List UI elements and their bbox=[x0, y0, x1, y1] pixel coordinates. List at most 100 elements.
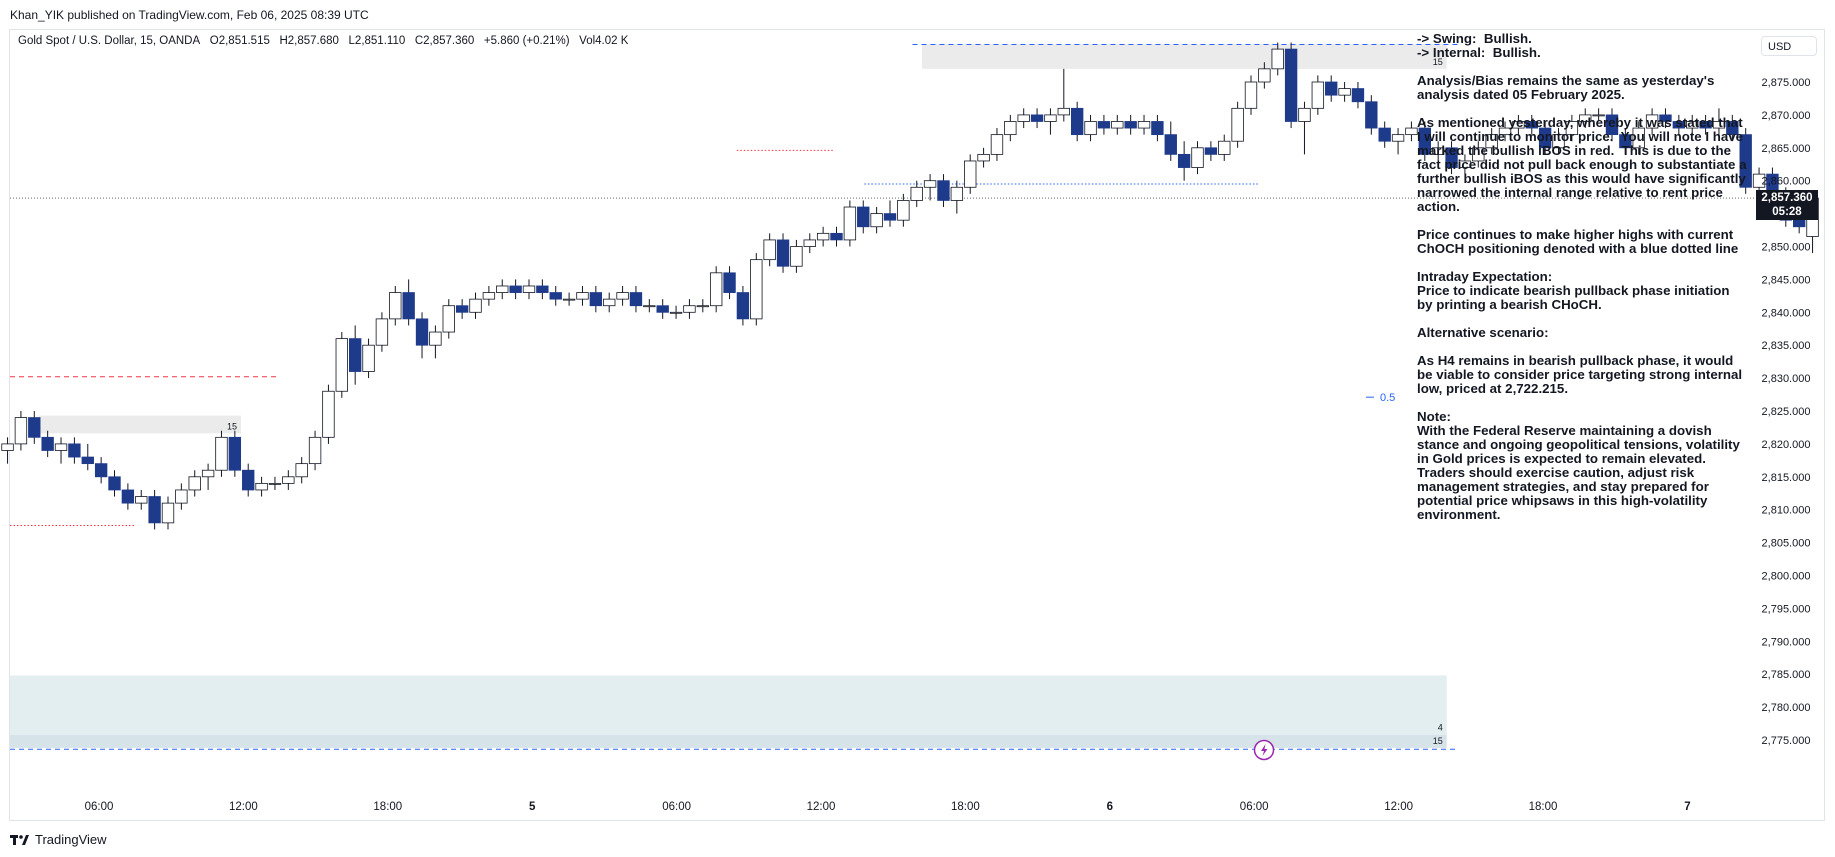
candle-body-28[interactable] bbox=[375, 318, 389, 346]
candle-body-65[interactable] bbox=[870, 213, 883, 228]
candle-body-71[interactable] bbox=[950, 186, 964, 201]
candle-body-117[interactable] bbox=[1565, 121, 1579, 136]
candle-body-60[interactable] bbox=[803, 239, 816, 247]
candle-body-124[interactable] bbox=[1659, 114, 1672, 122]
candle-body-116[interactable] bbox=[1552, 134, 1565, 149]
candle-body-129[interactable] bbox=[1726, 121, 1739, 136]
candle-body-13[interactable] bbox=[175, 489, 188, 504]
candle-body-112[interactable] bbox=[1498, 127, 1512, 136]
candle-body-121[interactable] bbox=[1619, 134, 1632, 149]
candle-body-43[interactable] bbox=[576, 292, 589, 300]
candle-body-0[interactable] bbox=[1, 443, 14, 451]
footer-brand[interactable]: TradingView bbox=[10, 832, 107, 847]
candle-body-23[interactable] bbox=[308, 436, 322, 465]
candle-body-108[interactable] bbox=[1445, 147, 1458, 168]
candle-body-20[interactable] bbox=[268, 482, 282, 485]
candle-body-36[interactable] bbox=[482, 292, 496, 300]
candle-body-24[interactable] bbox=[322, 390, 335, 438]
candle-body-102[interactable] bbox=[1365, 101, 1378, 129]
candle-body-22[interactable] bbox=[295, 463, 308, 478]
candle-body-3[interactable] bbox=[41, 436, 54, 451]
candle-body-85[interactable] bbox=[1137, 121, 1151, 129]
candle-body-9[interactable] bbox=[121, 489, 135, 504]
candle-body-92[interactable] bbox=[1231, 107, 1244, 142]
candle-body-82[interactable] bbox=[1097, 121, 1111, 129]
candle-body-87[interactable] bbox=[1164, 134, 1177, 155]
candle-body-49[interactable] bbox=[656, 305, 669, 313]
candle-body-101[interactable] bbox=[1351, 88, 1365, 103]
candle-body-53[interactable] bbox=[709, 272, 723, 307]
candle-body-58[interactable] bbox=[776, 239, 790, 267]
candle-body-88[interactable] bbox=[1177, 153, 1191, 168]
candle-body-5[interactable] bbox=[68, 443, 81, 458]
candle-body-109[interactable] bbox=[1458, 160, 1472, 168]
candle-body-81[interactable] bbox=[1084, 121, 1097, 136]
candle-body-29[interactable] bbox=[389, 292, 402, 320]
candle-body-48[interactable] bbox=[643, 305, 656, 308]
candle-body-98[interactable] bbox=[1311, 81, 1325, 109]
candle-body-33[interactable] bbox=[442, 305, 455, 333]
candle-body-42[interactable] bbox=[562, 298, 576, 301]
candle-body-113[interactable] bbox=[1512, 121, 1525, 129]
currency-button[interactable]: USD bbox=[1761, 36, 1817, 56]
candle-body-18[interactable] bbox=[242, 469, 255, 491]
candle-body-74[interactable] bbox=[990, 134, 1004, 155]
candle-body-110[interactable] bbox=[1472, 147, 1485, 162]
candle-body-96[interactable] bbox=[1284, 48, 1298, 122]
candle-body-40[interactable] bbox=[536, 285, 549, 293]
candle-body-31[interactable] bbox=[415, 318, 429, 346]
candle-body-84[interactable] bbox=[1124, 121, 1137, 129]
candle-body-25[interactable] bbox=[335, 338, 348, 392]
candle-body-35[interactable] bbox=[469, 298, 482, 313]
candle-body-61[interactable] bbox=[816, 232, 830, 241]
candle-body-119[interactable] bbox=[1592, 114, 1605, 117]
candle-body-54[interactable] bbox=[723, 272, 736, 293]
candle-body-12[interactable] bbox=[161, 502, 175, 524]
candle-body-27[interactable] bbox=[362, 344, 375, 372]
candle-body-104[interactable] bbox=[1391, 134, 1405, 142]
candle-body-78[interactable] bbox=[1044, 114, 1057, 122]
candle-body-6[interactable] bbox=[81, 456, 94, 465]
candle-body-10[interactable] bbox=[135, 496, 148, 504]
candle-body-47[interactable] bbox=[629, 292, 643, 307]
candle-body-8[interactable] bbox=[108, 476, 121, 491]
candle-body-126[interactable] bbox=[1686, 121, 1699, 129]
candle-body-45[interactable] bbox=[603, 298, 616, 307]
candle-body-50[interactable] bbox=[669, 311, 683, 314]
candle-body-107[interactable] bbox=[1431, 147, 1445, 155]
candle-body-46[interactable] bbox=[616, 292, 629, 300]
candle-body-4[interactable] bbox=[54, 443, 68, 451]
candle-body-80[interactable] bbox=[1070, 107, 1084, 136]
candle-body-122[interactable] bbox=[1632, 127, 1645, 149]
candle-body-89[interactable] bbox=[1191, 147, 1204, 168]
candle-body-99[interactable] bbox=[1325, 81, 1338, 96]
candle-body-75[interactable] bbox=[1004, 121, 1017, 136]
candle-body-134[interactable] bbox=[1792, 219, 1806, 228]
candle-body-123[interactable] bbox=[1645, 114, 1659, 129]
candle-body-77[interactable] bbox=[1030, 114, 1044, 122]
candle-body-83[interactable] bbox=[1111, 121, 1124, 129]
candle-body-72[interactable] bbox=[964, 160, 977, 188]
candle-body-130[interactable] bbox=[1739, 134, 1752, 188]
candle-body-44[interactable] bbox=[589, 292, 603, 307]
candle-body-115[interactable] bbox=[1538, 127, 1552, 149]
candle-body-127[interactable] bbox=[1699, 121, 1712, 129]
candle-body-51[interactable] bbox=[683, 305, 696, 313]
candle-body-91[interactable] bbox=[1218, 140, 1231, 155]
candle-body-70[interactable] bbox=[937, 180, 950, 201]
candle-body-131[interactable] bbox=[1752, 173, 1766, 188]
candle-body-90[interactable] bbox=[1204, 147, 1218, 155]
candle-body-26[interactable] bbox=[348, 338, 362, 372]
candle-body-52[interactable] bbox=[696, 305, 709, 308]
candle-body-73[interactable] bbox=[977, 153, 990, 162]
candle-body-94[interactable] bbox=[1258, 68, 1271, 83]
candle-body-93[interactable] bbox=[1244, 81, 1258, 109]
candle-body-86[interactable] bbox=[1151, 121, 1164, 136]
candle-body-100[interactable] bbox=[1338, 88, 1351, 96]
candle-body-105[interactable] bbox=[1405, 127, 1418, 136]
candle-body-1[interactable] bbox=[14, 417, 28, 445]
candle-body-118[interactable] bbox=[1579, 114, 1592, 122]
candle-body-11[interactable] bbox=[148, 496, 161, 524]
candle-body-32[interactable] bbox=[429, 331, 442, 346]
